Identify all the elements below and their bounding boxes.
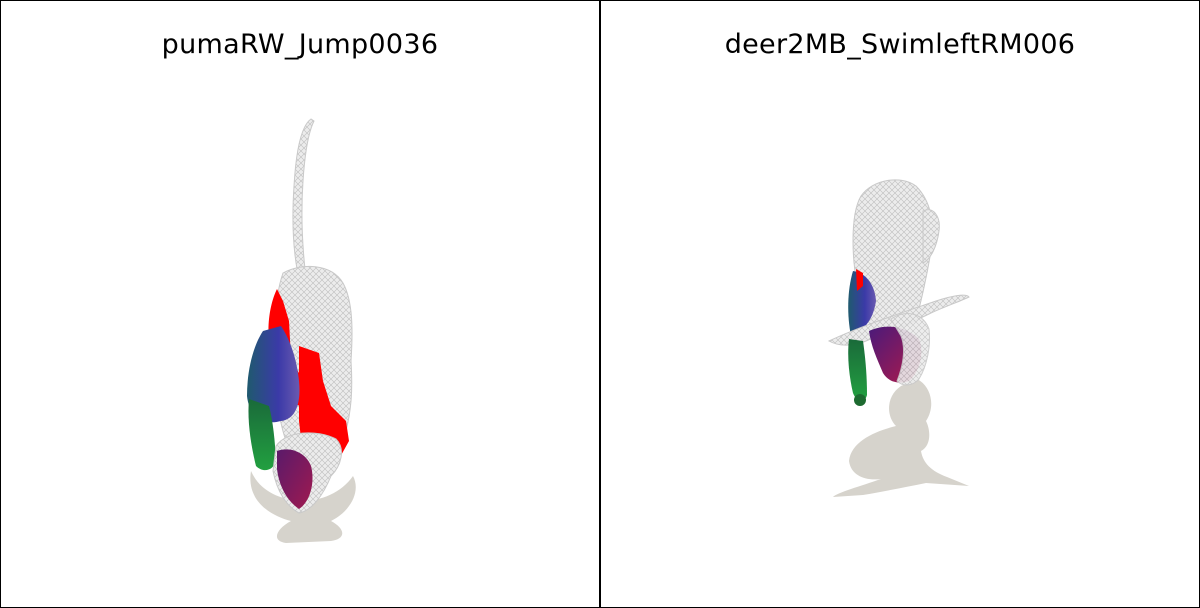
deer-green-segment [848,339,867,401]
deer-hoof [854,394,866,406]
deer-blue-segment [848,271,876,336]
deer-render [827,179,970,497]
puma-green-segment [248,399,276,471]
deer-ear [922,209,940,264]
panel-title-puma: pumaRW_Jump0036 [161,29,439,60]
puma-render [247,118,356,543]
puma-blue-segment [247,326,300,423]
panel-puma: pumaRW_Jump0036 [1,1,599,607]
deer-head [890,313,930,386]
deer-red-segment [856,269,863,291]
puma-purple-segment [277,449,313,509]
deer-shadow [833,379,969,497]
panel-deer: deer2MB_SwimleftRM006 [601,1,1199,607]
panel-divider [599,0,601,608]
puma-tail [292,118,315,270]
panel-title-deer: deer2MB_SwimleftRM006 [724,29,1076,60]
